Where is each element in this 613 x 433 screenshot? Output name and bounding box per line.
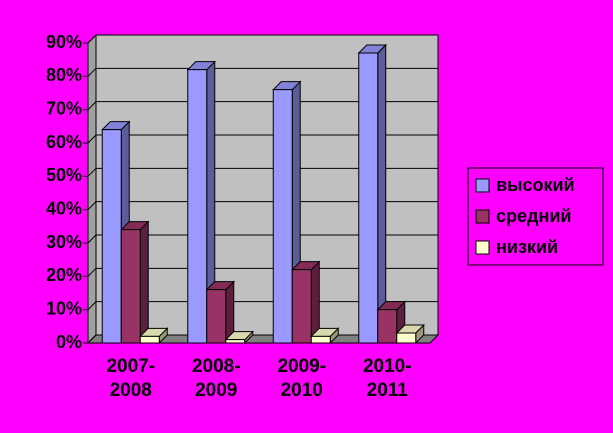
bar-face <box>310 335 331 344</box>
grid-line <box>87 234 438 244</box>
bar-face <box>225 339 246 344</box>
x-tick-label: 2009-2010 <box>277 356 327 401</box>
bar-face <box>377 309 398 344</box>
bar-face <box>291 269 312 344</box>
x-tick-label: 2010-2011 <box>362 356 412 401</box>
bar-face <box>272 89 293 344</box>
y-tick-label: 70% <box>46 98 82 118</box>
legend-label: низкий <box>496 237 558 257</box>
grid-line <box>87 101 438 111</box>
legend-label: средний <box>496 206 571 226</box>
grid-line <box>87 34 438 44</box>
y-tick-label: 50% <box>46 165 82 185</box>
y-tick-label: 0% <box>56 332 82 352</box>
bar-face <box>377 43 387 345</box>
bar-face <box>206 289 227 344</box>
side-wall <box>87 33 97 345</box>
y-tick-label: 90% <box>46 32 82 52</box>
grid-line <box>87 201 438 211</box>
y-tick-label: 30% <box>46 232 82 252</box>
bar <box>395 323 425 345</box>
legend-swatch <box>475 178 490 193</box>
y-tick-label: 60% <box>46 132 82 152</box>
bar <box>205 280 235 345</box>
y-tick-label: 10% <box>46 298 82 318</box>
bar <box>139 327 169 345</box>
bar-face <box>120 229 141 344</box>
x-tick-label: 2007-2008 <box>106 356 156 401</box>
bar-face <box>139 335 160 344</box>
bar-face <box>101 129 122 344</box>
bar <box>186 60 216 345</box>
bar <box>310 327 340 345</box>
legend-swatch <box>475 209 490 224</box>
grid-line <box>87 167 438 177</box>
bar <box>120 220 150 345</box>
legend-label: высокий <box>496 175 575 195</box>
bar-face <box>396 332 417 344</box>
y-tick-label: 80% <box>46 65 82 85</box>
bar-face <box>358 52 379 344</box>
legend-box <box>467 167 604 266</box>
x-tick-label: 2008-2009 <box>191 356 241 401</box>
bar <box>291 260 321 345</box>
bar-face <box>139 220 149 345</box>
y-tick-label: 40% <box>46 198 82 218</box>
y-tick-label: 20% <box>46 265 82 285</box>
grid-line <box>87 301 438 311</box>
grid-line <box>87 134 438 144</box>
grid-line <box>87 67 438 77</box>
grid-line <box>87 267 438 277</box>
legend-swatch <box>475 240 490 255</box>
bar <box>224 330 254 345</box>
bar <box>357 43 387 345</box>
bar-face <box>187 69 208 344</box>
